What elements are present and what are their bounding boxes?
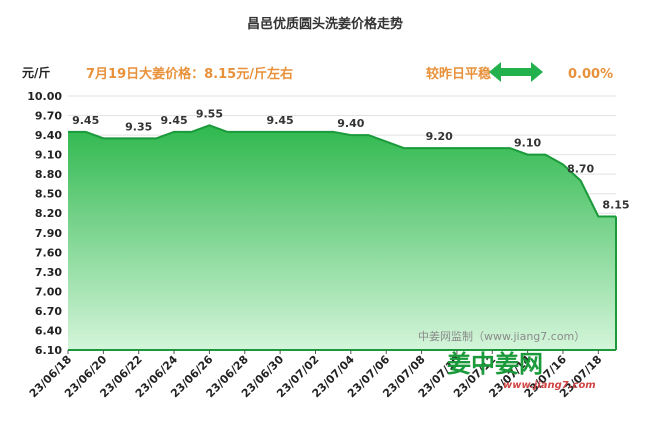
- y-tick-label: 9.10: [35, 149, 62, 162]
- data-label: 8.70: [567, 163, 594, 176]
- change-percent: 0.00%: [568, 67, 613, 82]
- data-label: 9.45: [267, 114, 294, 127]
- status-text: 较昨日平稳: [426, 66, 491, 82]
- y-tick-label: 7.30: [35, 266, 62, 279]
- data-label: 9.40: [337, 117, 364, 130]
- y-tick-label: 6.10: [35, 344, 62, 357]
- double-arrow-icon: [489, 62, 543, 82]
- y-tick-label: 7.60: [35, 246, 62, 259]
- y-axis-ticks: 10.00 9.70 9.40 9.10 8.80 8.50 8.20 7.90 7.60 7.3…: [27, 90, 62, 357]
- jiang7-logo: 姜中姜网 www.jiang7.com: [447, 349, 596, 391]
- data-label: 9.10: [514, 137, 541, 150]
- y-tick-label: 8.80: [35, 168, 62, 181]
- logo-url: www.jiang7.com: [503, 380, 596, 391]
- y-tick-label: 10.00: [27, 90, 62, 103]
- logo-text: 姜中姜网: [447, 349, 543, 378]
- data-label: 9.35: [125, 120, 152, 133]
- price-line: [68, 124, 616, 218]
- data-label: 9.45: [72, 114, 99, 127]
- data-labels: 9.45 9.35 9.45 9.55 9.45 9.40 9.20 9.10 8.70 8.15: [72, 107, 629, 211]
- y-tick-label: 6.40: [35, 324, 62, 337]
- data-label: 9.20: [426, 130, 453, 143]
- y-tick-label: 9.40: [35, 129, 62, 142]
- chart-title: 昌邑优质圆头洗姜价格走势: [247, 16, 403, 32]
- y-tick-label: 9.70: [35, 110, 62, 123]
- watermark-text: 中姜网监制（www.jiang7.com）: [418, 329, 585, 343]
- chart-subtitle: 7月19日大姜价格：8.15元/斤左右: [86, 66, 293, 82]
- price-area: [68, 124, 617, 351]
- area-fill: [68, 125, 616, 350]
- y-tick-label: 6.70: [35, 305, 62, 318]
- y-tick-label: 7.90: [35, 227, 62, 240]
- data-label: 8.15: [602, 198, 629, 211]
- y-tick-label: 8.50: [35, 188, 62, 201]
- y-tick-label: 8.20: [35, 207, 62, 220]
- y-axis-unit: 元/斤: [22, 65, 50, 80]
- data-label: 9.55: [196, 107, 223, 120]
- data-label: 9.45: [160, 114, 187, 127]
- y-tick-label: 7.00: [35, 285, 62, 298]
